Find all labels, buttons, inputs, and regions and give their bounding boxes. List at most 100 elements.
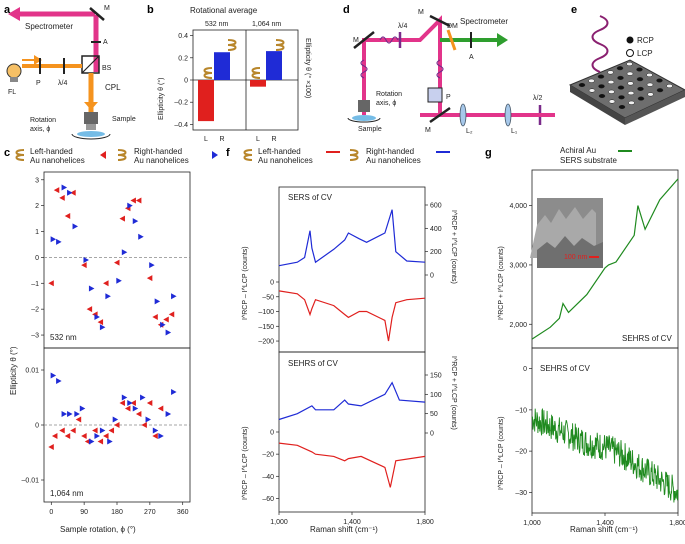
substrate-hole bbox=[636, 77, 644, 82]
label-lambda2: λ/2 bbox=[533, 95, 542, 102]
c-top-point bbox=[149, 262, 155, 269]
c-bottom-point bbox=[135, 411, 142, 417]
cpl-arrow-icon bbox=[84, 102, 98, 110]
c-top-point bbox=[127, 202, 133, 209]
panel-c-legend-right-2: Au nanohelices bbox=[134, 156, 189, 165]
f-top-ytick-label: 0 bbox=[430, 273, 434, 280]
g-top-ytick-label: 2,000 bbox=[509, 322, 527, 329]
panel-f-legend-left-1: Left-handed bbox=[258, 147, 301, 156]
c-bottom-point bbox=[114, 422, 120, 428]
panel-c: c Left-handed Au nanohelices Right-hande… bbox=[4, 147, 218, 534]
panel-b-xcat-label: R bbox=[271, 136, 276, 143]
panel-g-xlabel: Raman shift (cm⁻¹) bbox=[570, 525, 638, 534]
helical-wave-top bbox=[379, 36, 399, 44]
substrate-hole bbox=[616, 66, 624, 71]
c-bottom-point bbox=[99, 427, 106, 434]
g-top-ytick-label: 3,000 bbox=[509, 262, 527, 269]
panel-e-letter: e bbox=[571, 4, 577, 16]
c-bottom-xtick-label: 90 bbox=[80, 509, 88, 516]
f-bottom-series-0 bbox=[278, 381, 426, 421]
label-p: P bbox=[36, 80, 41, 87]
panel-c-xlabel: Sample rotation, ϕ (°) bbox=[60, 525, 136, 534]
panel-b-ytick-label: 0.2 bbox=[178, 55, 188, 62]
label-l2: L₂ bbox=[466, 128, 473, 135]
c-top-point bbox=[105, 293, 111, 300]
c-bottom-point bbox=[157, 405, 164, 412]
c-top-point bbox=[53, 187, 60, 194]
c-bottom-point bbox=[67, 411, 73, 417]
substrate-hole bbox=[637, 96, 645, 101]
mirror-d3 bbox=[429, 106, 451, 124]
panel-g: g Achiral Au SERS substrate 100 nm SEHRS… bbox=[485, 146, 685, 534]
g-bottom-ytick-label: –20 bbox=[515, 449, 527, 456]
panel-g-legend-1: Achiral Au bbox=[560, 146, 596, 155]
panel-c-letter: c bbox=[4, 147, 10, 159]
helix-right-icon-b1 bbox=[227, 39, 237, 51]
c-bottom-point bbox=[152, 427, 159, 434]
substrate-hole bbox=[598, 84, 605, 89]
c-top-point bbox=[86, 306, 93, 313]
legend-right-marker-c bbox=[212, 151, 218, 159]
helix-right-icon-c bbox=[117, 149, 127, 161]
panel-f: f Left-handed Au nanohelices Right-hande… bbox=[226, 147, 457, 534]
panel-f-ylabel-left-bottom: I^RCP – I^LCP (counts) bbox=[242, 426, 249, 500]
g-bottom-ytick-label: 0 bbox=[523, 366, 527, 373]
c-top-ytick-label: 2 bbox=[35, 203, 39, 210]
panel-b-group-1064: 1,064 nm bbox=[252, 21, 281, 28]
label-lambda4: λ/4 bbox=[58, 80, 67, 87]
f-bottom-ytick-label: –20 bbox=[262, 452, 274, 459]
f-bottom-ytick-label: 0 bbox=[430, 431, 434, 438]
label-axis-d: axis, ϕ bbox=[376, 100, 396, 107]
substrate-hole bbox=[627, 91, 635, 96]
c-top-point bbox=[103, 280, 109, 287]
panel-b-letter: b bbox=[147, 4, 154, 16]
c-top-point bbox=[130, 197, 136, 204]
c-top-ytick-label: –3 bbox=[31, 333, 39, 340]
c-bottom-point bbox=[146, 400, 153, 406]
g-bottom-ytick-label: –30 bbox=[515, 490, 527, 497]
mirror-d1 bbox=[353, 31, 375, 49]
substrate-hole bbox=[618, 104, 626, 110]
g-top-ytick-label: 4,000 bbox=[509, 203, 527, 210]
c-top-point bbox=[67, 189, 73, 196]
substrate-hole bbox=[617, 75, 624, 80]
c-top-point bbox=[70, 189, 76, 196]
f-top-series-0 bbox=[278, 209, 426, 267]
panel-f-top-title: SERS of CV bbox=[288, 193, 333, 202]
panel-b-bar-0 bbox=[198, 80, 214, 122]
label-axis: axis, ϕ bbox=[30, 126, 50, 133]
objective-body-d bbox=[358, 100, 370, 112]
panel-c-bottom-plot: 0.01 0 –0.01 0 90 180 270 360 bbox=[21, 368, 190, 516]
substrate-side-right bbox=[625, 90, 685, 125]
substrate-hole bbox=[627, 81, 634, 86]
mirror-d2 bbox=[429, 14, 451, 28]
f-top-ytick-label: 400 bbox=[430, 226, 442, 233]
substrate-hole bbox=[607, 70, 614, 75]
panel-f-bottom-frame bbox=[278, 351, 426, 513]
panel-b-ytick-label: –0.2 bbox=[174, 100, 188, 107]
substrate-hole bbox=[588, 78, 595, 83]
panel-g-top-plot: 4,000 3,000 2,000 bbox=[509, 178, 679, 340]
panel-f-ylabel-right-bottom: I^RCP + I^LCP (counts) bbox=[450, 356, 457, 430]
legend-lcp-label: LCP bbox=[637, 49, 653, 58]
label-cpl: CPL bbox=[105, 83, 121, 92]
panel-c-top-plot: 3 2 1 0 –1 –2 –3 bbox=[31, 177, 190, 340]
c-bottom-point bbox=[56, 378, 62, 384]
panel-f-bottom-title: SEHRS of CV bbox=[288, 359, 338, 368]
c-top-point bbox=[116, 277, 122, 284]
f-bottom-ytick-label: 50 bbox=[430, 411, 438, 418]
c-top-point bbox=[121, 249, 128, 256]
f-bottom-xtick-label: 1,800 bbox=[416, 519, 434, 526]
c-bottom-point bbox=[141, 422, 147, 428]
panel-d: d Spectrometer A M M M λ/4 DM P Rotation… bbox=[343, 4, 555, 135]
f-bottom-ytick-label: –40 bbox=[262, 474, 274, 481]
c-bottom-point bbox=[158, 433, 164, 439]
label-rotation: Rotation bbox=[30, 117, 56, 124]
c-bottom-point bbox=[124, 405, 131, 412]
panel-f-legend-left-2: Au nanohelices bbox=[258, 156, 313, 165]
lens-l1 bbox=[504, 103, 512, 127]
c-bottom-ytick-label: 0.01 bbox=[25, 368, 39, 375]
rotation-arrow-icon-d bbox=[347, 117, 381, 123]
c-bottom-point bbox=[140, 394, 146, 401]
